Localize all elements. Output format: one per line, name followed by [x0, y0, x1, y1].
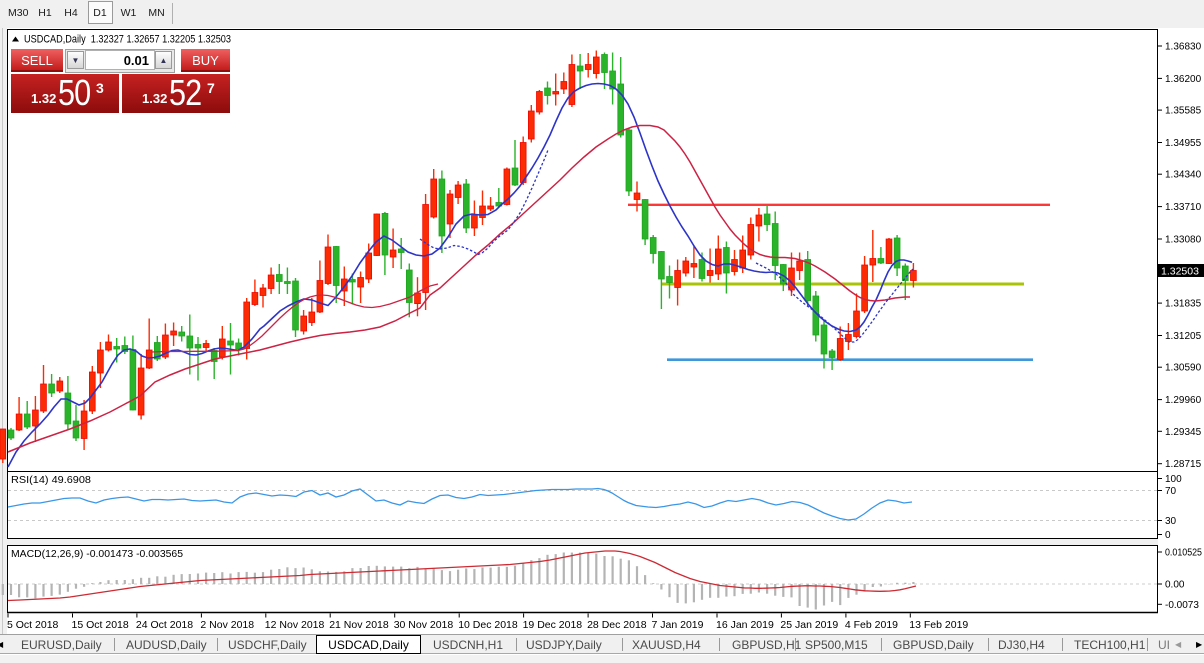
svg-text:15 Oct 2018: 15 Oct 2018 [72, 619, 129, 631]
svg-text:21 Nov 2018: 21 Nov 2018 [329, 619, 389, 631]
svg-text:1.35585: 1.35585 [1165, 106, 1202, 117]
svg-text:MACD(12,26,9) -0.001473 -0.003: MACD(12,26,9) -0.001473 -0.003565 [11, 549, 183, 560]
svg-text:4 Feb 2019: 4 Feb 2019 [845, 619, 898, 631]
svg-text:2 Nov 2018: 2 Nov 2018 [200, 619, 254, 631]
svg-text:1.29345: 1.29345 [1165, 427, 1202, 438]
svg-text:28 Dec 2018: 28 Dec 2018 [587, 619, 647, 631]
svg-text:100: 100 [1165, 474, 1182, 485]
svg-text:1.33710: 1.33710 [1165, 202, 1202, 213]
svg-text:RSI(14) 49.6908: RSI(14) 49.6908 [11, 475, 91, 486]
svg-text:1.31835: 1.31835 [1165, 299, 1202, 310]
svg-text:1.31205: 1.31205 [1165, 331, 1202, 342]
svg-text:19 Dec 2018: 19 Dec 2018 [523, 619, 583, 631]
svg-text:0: 0 [1165, 530, 1171, 541]
svg-text:1.36200: 1.36200 [1165, 74, 1202, 85]
svg-text:70: 70 [1165, 486, 1177, 497]
svg-text:1.36830: 1.36830 [1165, 42, 1202, 53]
svg-text:7 Jan 2019: 7 Jan 2019 [652, 619, 704, 631]
svg-text:-0.0073: -0.0073 [1165, 600, 1199, 611]
svg-text:13 Feb 2019: 13 Feb 2019 [909, 619, 968, 631]
svg-text:0.010525: 0.010525 [1165, 548, 1202, 559]
svg-text:24 Oct 2018: 24 Oct 2018 [136, 619, 193, 631]
svg-text:30 Nov 2018: 30 Nov 2018 [394, 619, 454, 631]
svg-text:0.00: 0.00 [1165, 580, 1185, 591]
svg-text:16 Jan 2019: 16 Jan 2019 [716, 619, 774, 631]
svg-text:1.33080: 1.33080 [1165, 235, 1202, 246]
svg-text:30: 30 [1165, 516, 1177, 527]
svg-text:1.28715: 1.28715 [1165, 459, 1202, 470]
svg-text:1.29960: 1.29960 [1165, 395, 1202, 406]
svg-text:USDCAD,Daily 1.32327 1.32657: USDCAD,Daily 1.32327 1.32657 1.32205 1.3… [24, 34, 231, 46]
svg-text:10 Dec 2018: 10 Dec 2018 [458, 619, 518, 631]
svg-text:1.34955: 1.34955 [1165, 138, 1202, 149]
svg-text:12 Nov 2018: 12 Nov 2018 [265, 619, 325, 631]
svg-text:5 Oct 2018: 5 Oct 2018 [7, 619, 59, 631]
svg-text:1.32503: 1.32503 [1161, 266, 1199, 278]
svg-text:1.34340: 1.34340 [1165, 170, 1202, 181]
svg-text:25 Jan 2019: 25 Jan 2019 [780, 619, 838, 631]
svg-text:1.30590: 1.30590 [1165, 363, 1202, 374]
